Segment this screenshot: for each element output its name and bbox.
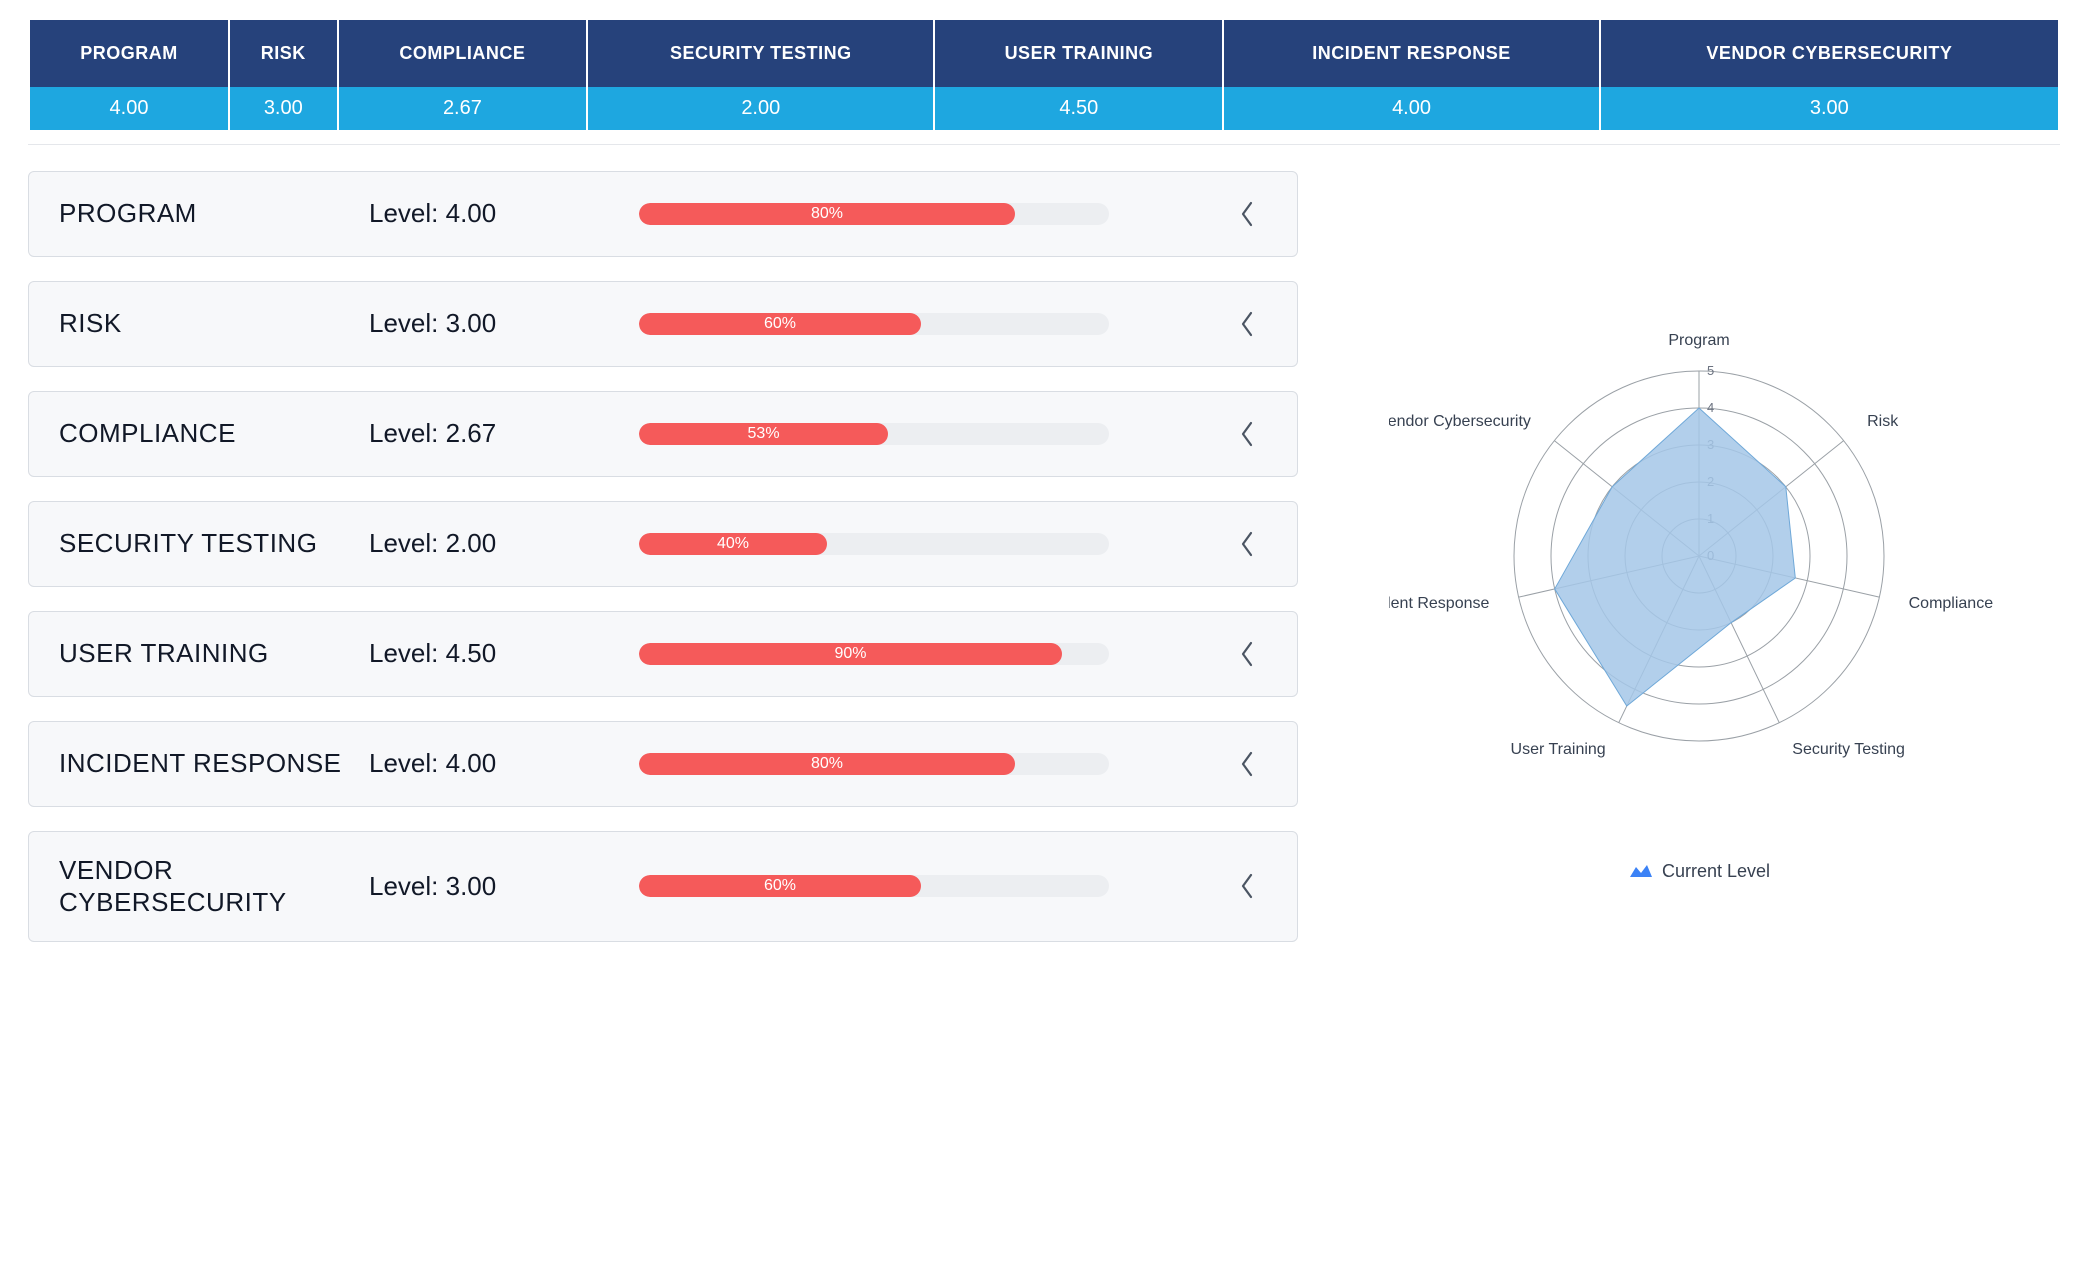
card-name: VENDOR CYBERSECURITY [59,854,359,919]
category-card-compl[interactable]: COMPLIANCE Level: 2.67 53% [28,391,1298,477]
category-card-vendor[interactable]: VENDOR CYBERSECURITY Level: 3.00 60% [28,831,1298,942]
radar-tick-label: 5 [1707,363,1714,378]
chevron-left-icon [1239,640,1255,668]
radar-panel: Program Risk Compliance Security Testing Use… [1338,171,2060,882]
chevron-left-icon [1239,200,1255,228]
legend-label: Current Level [1662,861,1770,882]
category-card-training[interactable]: USER TRAINING Level: 4.50 90% [28,611,1298,697]
category-cards: PROGRAM Level: 4.00 80% RISK Level: 3.00… [28,171,1298,942]
progress-bar: 53% [639,423,1109,445]
card-level: Level: 2.67 [369,418,629,449]
summary-score: 3.00 [230,87,336,130]
progress-bar: 80% [639,753,1109,775]
summary-header: PROGRAM [30,20,228,87]
progress-fill: 80% [639,203,1015,225]
summary-header: COMPLIANCE [339,20,587,87]
category-card-program[interactable]: PROGRAM Level: 4.00 80% [28,171,1298,257]
progress-bar: 60% [639,313,1109,335]
card-level: Level: 2.00 [369,528,629,559]
progress-fill: 53% [639,423,888,445]
radar-axis-label: User Training [1511,740,1606,757]
summary-score: 3.00 [1601,87,2058,130]
radar-chart: Program Risk Compliance Security Testing Use… [1389,261,2009,821]
radar-axis-label: Vendor Cybersecurity [1389,413,1531,430]
summary-header: INCIDENT RESPONSE [1224,20,1598,87]
expand-toggle[interactable] [1227,414,1267,454]
progress-fill: 40% [639,533,827,555]
radar-axis-label: Compliance [1909,595,1994,612]
card-level: Level: 3.00 [369,308,629,339]
summary-score: 4.00 [30,87,228,130]
progress-bar: 80% [639,203,1109,225]
progress-bar: 90% [639,643,1109,665]
expand-toggle[interactable] [1227,194,1267,234]
category-card-risk[interactable]: RISK Level: 3.00 60% [28,281,1298,367]
chevron-left-icon [1239,750,1255,778]
expand-toggle[interactable] [1227,634,1267,674]
radar-axis-label: Incident Response [1389,595,1489,612]
progress-bar: 60% [639,875,1109,897]
radar-axis-label: Risk [1867,413,1899,430]
divider [28,144,2060,145]
summary-header: RISK [230,20,336,87]
expand-toggle[interactable] [1227,304,1267,344]
category-card-ir[interactable]: INCIDENT RESPONSE Level: 4.00 80% [28,721,1298,807]
card-name: RISK [59,307,359,340]
summary-score: 4.50 [935,87,1222,130]
card-name: PROGRAM [59,197,359,230]
progress-fill: 90% [639,643,1062,665]
expand-toggle[interactable] [1227,866,1267,906]
card-level: Level: 4.00 [369,748,629,779]
expand-toggle[interactable] [1227,744,1267,784]
progress-fill: 60% [639,875,921,897]
category-card-sectest[interactable]: SECURITY TESTING Level: 2.00 40% [28,501,1298,587]
summary-header: SECURITY TESTING [588,20,933,87]
radar-data-polygon [1555,408,1796,706]
progress-fill: 80% [639,753,1015,775]
summary-header: VENDOR CYBERSECURITY [1601,20,2058,87]
summary-score: 4.00 [1224,87,1598,130]
card-level: Level: 3.00 [369,871,629,902]
chevron-left-icon [1239,872,1255,900]
summary-score: 2.67 [339,87,587,130]
legend-icon [1628,863,1654,879]
card-name: COMPLIANCE [59,417,359,450]
summary-score: 2.00 [588,87,933,130]
card-name: SECURITY TESTING [59,527,359,560]
summary-header: USER TRAINING [935,20,1222,87]
card-name: USER TRAINING [59,637,359,670]
progress-bar: 40% [639,533,1109,555]
radar-axis-label: Program [1668,332,1729,349]
expand-toggle[interactable] [1227,524,1267,564]
chevron-left-icon [1239,310,1255,338]
card-level: Level: 4.50 [369,638,629,669]
radar-tick-label: 4 [1707,400,1714,415]
radar-legend: Current Level [1628,861,1770,882]
progress-fill: 60% [639,313,921,335]
chevron-left-icon [1239,420,1255,448]
radar-axis-label: Security Testing [1792,740,1905,757]
summary-table: PROGRAM RISK COMPLIANCE SECURITY TESTING… [28,20,2060,130]
card-level: Level: 4.00 [369,198,629,229]
chevron-left-icon [1239,530,1255,558]
card-name: INCIDENT RESPONSE [59,747,359,780]
